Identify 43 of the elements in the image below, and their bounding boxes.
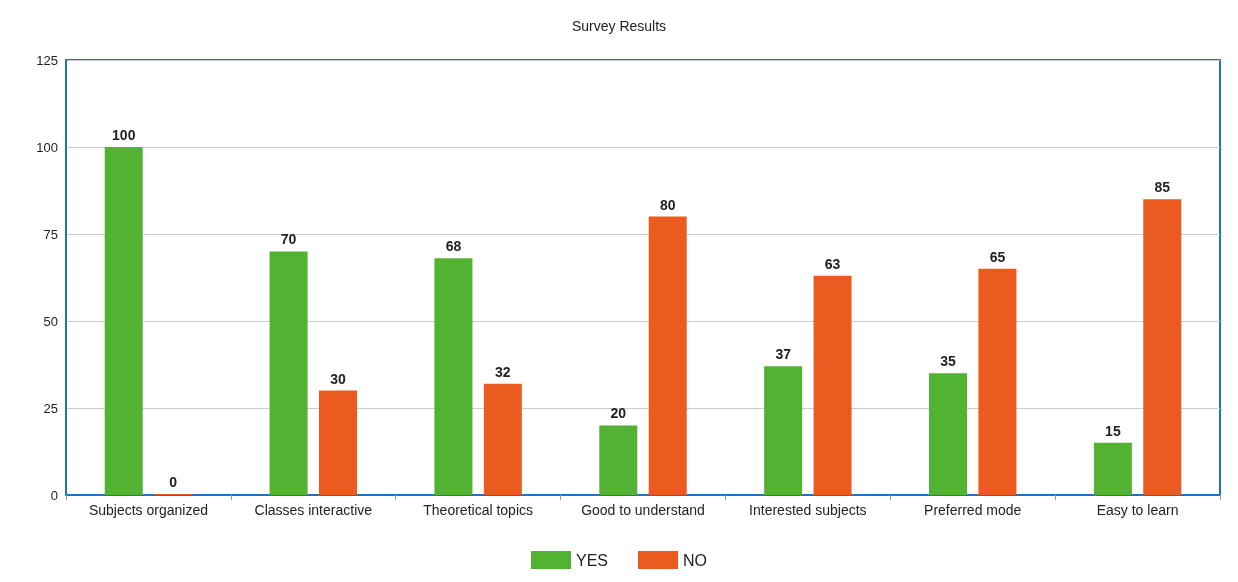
bar	[599, 425, 638, 495]
bar	[929, 373, 968, 495]
y-tick-label: 50	[43, 313, 58, 329]
x-tick-label: Good to understand	[581, 502, 705, 518]
y-tick-label: 25	[43, 400, 58, 416]
bar	[1143, 199, 1182, 495]
y-tick-label: 100	[36, 139, 58, 155]
bar	[434, 258, 473, 495]
data-label: 80	[659, 196, 676, 213]
data-label: 32	[495, 363, 511, 380]
y-tick-label: 125	[36, 52, 58, 68]
data-label: 85	[1154, 179, 1171, 196]
data-label: 15	[1105, 422, 1121, 439]
bar	[1093, 442, 1132, 495]
bar	[104, 147, 143, 495]
bar	[483, 383, 522, 495]
legend-label: YES	[575, 551, 609, 569]
bar	[648, 216, 687, 495]
data-label: 65	[989, 248, 1006, 265]
bar	[978, 268, 1017, 495]
x-tick-label: Classes interactive	[254, 502, 373, 518]
chart-title: Survey Results	[571, 18, 667, 34]
x-tick-label: Interested subjects	[749, 502, 867, 518]
data-label: 20	[610, 405, 627, 422]
bar	[269, 251, 308, 495]
x-tick-label: Subjects organized	[88, 502, 208, 518]
data-label: 70	[280, 231, 297, 248]
y-tick-label: 75	[43, 226, 58, 242]
y-tick-label: 0	[50, 487, 58, 503]
data-label: 68	[445, 238, 462, 255]
x-tick-label: Theoretical topics	[423, 502, 533, 518]
legend-label: NO	[683, 551, 708, 569]
data-label: 100	[112, 127, 136, 143]
data-label: 63	[824, 255, 841, 272]
data-label: 30	[330, 370, 346, 387]
bar	[318, 390, 357, 495]
data-label: 35	[940, 353, 957, 370]
data-label: 37	[775, 346, 792, 363]
bar	[813, 275, 852, 495]
x-tick-label: Preferred mode	[924, 502, 1022, 518]
data-label: 0	[169, 474, 178, 490]
x-tick-label: Easy to learn	[1096, 502, 1179, 518]
bar	[764, 366, 803, 495]
